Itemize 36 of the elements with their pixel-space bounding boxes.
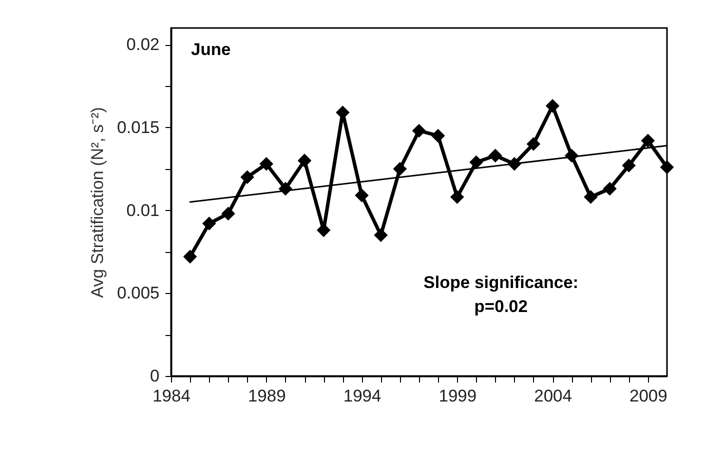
point [546, 98, 560, 113]
x-tick-label: 1989 [248, 386, 286, 406]
point [469, 155, 484, 170]
point [354, 188, 369, 202]
point [336, 106, 350, 120]
x-tick-label: 1994 [343, 386, 382, 406]
point [660, 160, 674, 174]
point [488, 148, 502, 162]
point [584, 190, 598, 204]
point [183, 250, 197, 264]
y-tick-label: 0 [150, 366, 160, 386]
annotation: Slope significance: p=0.02 [424, 273, 578, 316]
point [259, 156, 274, 171]
point [298, 154, 312, 168]
y-axis-title: Avg Stratification (N², s⁻²) [88, 107, 107, 298]
y-tick-label: 0.01 [126, 200, 160, 220]
point [431, 128, 445, 143]
point [622, 158, 636, 172]
point [393, 162, 407, 176]
point [602, 182, 617, 196]
x-tick-label: 2004 [534, 386, 572, 406]
x-tick-label: 1984 [152, 386, 190, 406]
y-tick-label: 0.005 [116, 284, 160, 303]
y-tick-label: 0.015 [116, 118, 160, 137]
point [450, 190, 464, 204]
point [526, 137, 540, 151]
x-tick-label: 2009 [630, 386, 668, 406]
point [412, 124, 426, 138]
point [641, 134, 655, 148]
point [202, 216, 216, 230]
x-tick-label: 1999 [438, 386, 477, 406]
annotation: June [191, 40, 231, 59]
point [374, 228, 388, 242]
y-tick-label: 0.02 [126, 35, 160, 54]
point [221, 206, 236, 220]
point [240, 170, 254, 184]
